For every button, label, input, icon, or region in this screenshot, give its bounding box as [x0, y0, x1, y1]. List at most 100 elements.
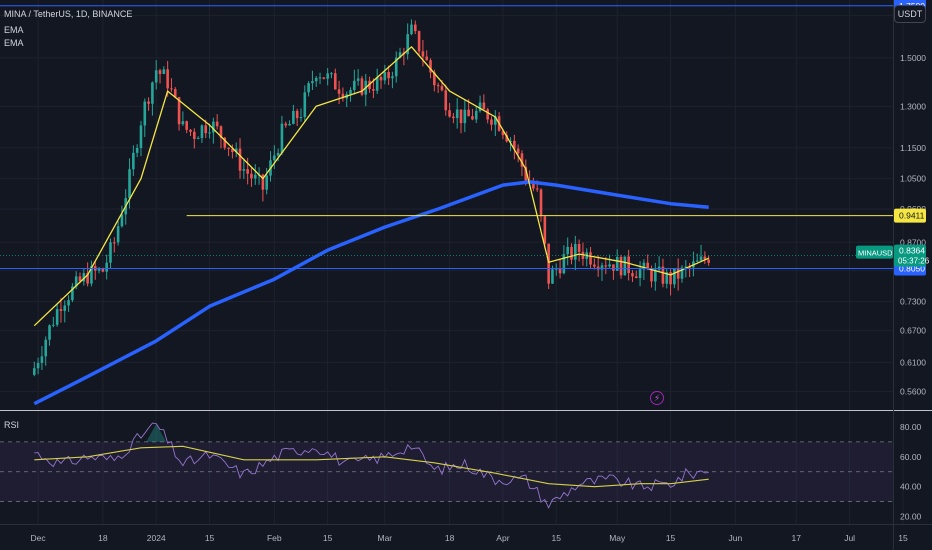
candle-body [32, 368, 36, 375]
candle-body [158, 70, 162, 74]
candle-body [593, 264, 596, 267]
candle-body [558, 268, 562, 274]
symbol-tag-bg [856, 245, 893, 259]
candle-body [250, 173, 253, 179]
overlays [0, 5, 893, 406]
price-tick-label: 1.5000 [900, 53, 926, 63]
candle-body [48, 325, 51, 340]
candle-body [543, 216, 547, 244]
candle-body [97, 268, 101, 271]
candle-body [421, 51, 425, 57]
rsi-overbought-fill [146, 423, 167, 442]
candle-body [410, 24, 413, 35]
date-tick-label: 15 [552, 533, 562, 543]
symbol-legend: MINA / TetherUS, 1D, BINANCE [4, 9, 133, 19]
candle-body [147, 101, 150, 104]
candle-body [215, 121, 219, 127]
candle-body [288, 123, 291, 126]
current-price-tag-bg [894, 244, 926, 267]
candle-body [253, 174, 257, 179]
date-tick-label: Jul [844, 533, 855, 543]
candle-body [467, 109, 470, 117]
candle-body [132, 152, 135, 170]
countdown-value: 05:37:26 [898, 257, 930, 266]
candle-body [337, 89, 341, 94]
candles [32, 19, 710, 377]
candle-body [703, 256, 707, 260]
price-tick-label: 0.8700 [900, 237, 926, 247]
candle-body [341, 93, 345, 99]
candle-body [494, 116, 497, 125]
candle-body [311, 81, 314, 84]
price-tick-label: 0.6100 [900, 357, 926, 367]
candle-body [234, 148, 238, 153]
candle-body [143, 101, 147, 126]
candle-body [459, 109, 463, 124]
support-tag-bg [894, 208, 926, 223]
candle-body [109, 242, 112, 263]
date-tick-label: 2024 [147, 533, 166, 543]
candle-body [246, 169, 249, 174]
currency-button[interactable]: USDT [894, 5, 926, 23]
candle-body [684, 266, 688, 268]
candle-body [429, 60, 432, 73]
price-tick-label: 1.1500 [900, 143, 926, 153]
candle-body [532, 182, 535, 189]
candle-body [227, 147, 230, 149]
candle-body [356, 78, 360, 81]
candle-body [379, 77, 383, 81]
candle-body [120, 214, 124, 227]
candle-body [650, 269, 653, 282]
candle-body [596, 266, 600, 270]
candle-body [490, 119, 493, 125]
candle-body [173, 89, 177, 98]
candle-body [486, 109, 489, 120]
candle-body [577, 243, 581, 252]
candle-body [330, 73, 333, 75]
date-tick-label: Apr [496, 533, 509, 543]
candle-body [516, 148, 520, 154]
candle-body [554, 268, 558, 270]
lightning-icon[interactable]: ⚡ [650, 391, 664, 405]
rsi-tick-label: 60.00 [900, 452, 922, 462]
level-tag: 0.8050 [899, 264, 925, 274]
candle-body [105, 262, 108, 272]
candle-body [665, 272, 669, 284]
candle-body [292, 110, 295, 124]
candle-body [417, 31, 421, 52]
candle-body [67, 300, 70, 306]
candle-body [642, 262, 646, 270]
ema-legend-1: EMA [4, 25, 24, 35]
candle-body [444, 90, 448, 111]
candle-body [505, 135, 509, 142]
candle-body [238, 148, 242, 171]
rsi-tick-label: 80.00 [900, 422, 922, 432]
candle-body [535, 188, 539, 190]
date-tick-label: Dec [31, 533, 47, 543]
support-tag: 0.9411 [899, 211, 925, 221]
candle-body [36, 362, 40, 369]
candle-body [284, 123, 288, 126]
candle-body [398, 52, 402, 58]
candle-body [425, 56, 429, 61]
candle-body [223, 137, 227, 148]
candle-body [631, 273, 634, 277]
candle-body [170, 88, 173, 90]
candle-body [375, 77, 379, 91]
candle-body [612, 264, 615, 271]
date-tick-label: 15 [323, 533, 333, 543]
rsi-ma-line [34, 445, 709, 488]
candle-body [139, 125, 143, 148]
candle-body [699, 256, 703, 261]
date-tick-label: 15 [898, 533, 908, 543]
price-tick-label: 1.3000 [900, 101, 926, 111]
candle-body [318, 77, 322, 79]
candle-body [116, 226, 120, 243]
candle-body [413, 24, 417, 32]
candle-body [200, 125, 204, 139]
candle-body [604, 265, 608, 267]
candle-body [273, 155, 276, 161]
candle-body [322, 77, 326, 79]
candle-body [676, 268, 680, 279]
